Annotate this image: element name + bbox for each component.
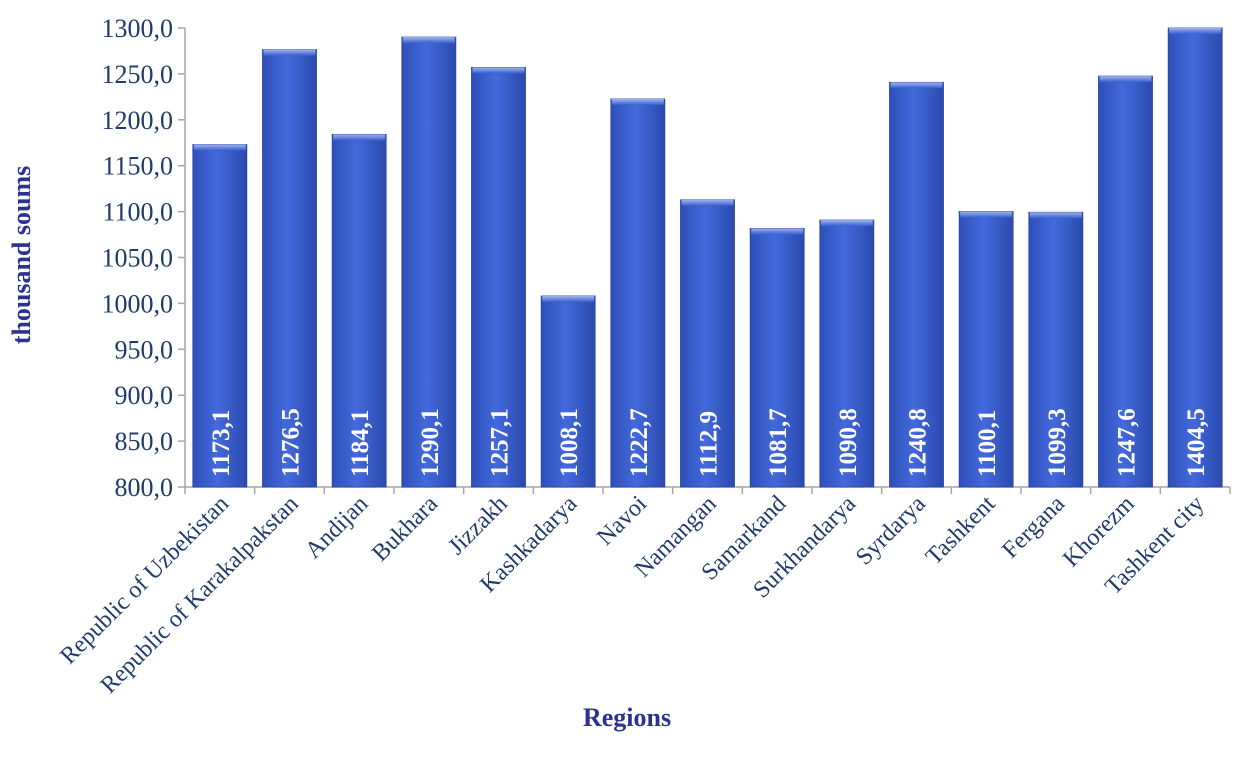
y-tick-label: 1000,0	[102, 289, 174, 318]
x-axis-title: Regions	[583, 703, 671, 732]
data-label: 1173,1	[208, 410, 235, 477]
data-label: 1099,3	[1044, 408, 1071, 477]
bar-cap	[682, 200, 734, 206]
y-tick-label: 1300,0	[102, 14, 174, 43]
x-tick-label: Tashkent	[921, 491, 1001, 571]
y-axis-title: thousand soums	[7, 166, 36, 344]
bar-cap	[1100, 76, 1152, 82]
bar-cap	[1030, 212, 1082, 218]
bar-cap	[264, 50, 316, 56]
x-tick-label: Syrdarya	[851, 491, 931, 571]
bar-cap	[751, 228, 803, 234]
data-label: 1100,1	[974, 410, 1001, 477]
data-labels: 1173,1 1276,5 1184,1 1290,1 1257,1 1008,1 1222…	[208, 408, 1210, 477]
data-label: 1184,1	[347, 410, 374, 477]
data-label: 1290,1	[417, 408, 444, 477]
y-axis: 800,0 850,0 900,0 950,0 1000,0 1050,0 1100,0 11…	[102, 14, 186, 502]
x-tick-label: Andijan	[300, 491, 373, 564]
data-label: 1112,9	[696, 411, 723, 477]
data-label: 1247,6	[1114, 408, 1141, 477]
x-tick-label: Jizzakh	[443, 491, 512, 560]
data-label: 1240,8	[905, 408, 932, 477]
y-tick-label: 1250,0	[102, 60, 174, 89]
data-label: 1222,7	[626, 408, 653, 477]
bar-cap	[891, 82, 943, 88]
y-tick-label: 1050,0	[102, 244, 174, 273]
bar-cap	[403, 37, 455, 43]
bar-cap	[960, 212, 1012, 218]
data-label: 1081,7	[765, 408, 792, 477]
data-label: 1276,5	[278, 408, 305, 477]
bar-cap	[473, 67, 525, 73]
data-label: 1404,5	[1183, 408, 1210, 477]
data-label: 1090,8	[835, 408, 862, 477]
y-tick-label: 1150,0	[102, 152, 173, 181]
bar-cap	[333, 134, 385, 140]
y-tick-label: 950,0	[115, 335, 174, 364]
y-tick-label: 900,0	[115, 381, 174, 410]
bar-cap	[194, 144, 246, 150]
bar-cap	[612, 99, 664, 105]
x-tick-label: Bukhara	[367, 491, 443, 567]
y-tick-label: 1100,0	[102, 198, 173, 227]
y-tick-label: 800,0	[115, 473, 174, 502]
x-tick-label: Navoi	[592, 491, 652, 551]
y-tick-label: 1200,0	[102, 106, 174, 135]
data-label: 1008,1	[556, 408, 583, 477]
data-label: 1257,1	[487, 408, 514, 477]
bar-cap	[821, 220, 873, 226]
y-tick-label: 850,0	[115, 427, 174, 456]
bar-cap	[542, 296, 594, 302]
bar-cap	[1169, 28, 1221, 34]
